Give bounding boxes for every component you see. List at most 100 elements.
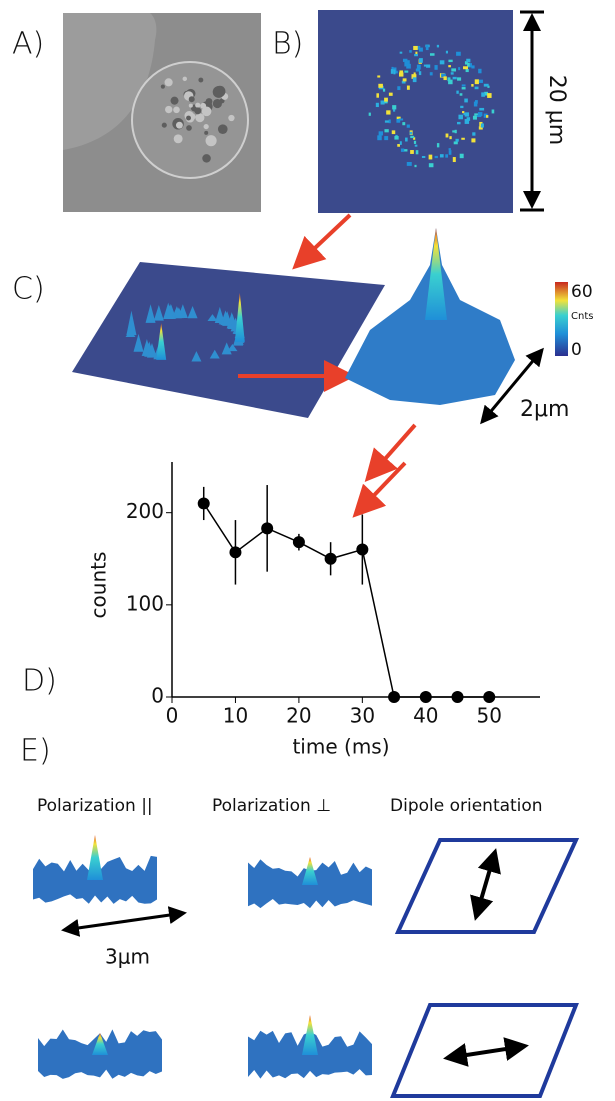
spot xyxy=(390,69,394,74)
texture xyxy=(188,103,193,108)
spot xyxy=(462,111,465,114)
spot xyxy=(471,84,474,87)
spot xyxy=(452,76,457,80)
spot xyxy=(439,154,444,158)
surface xyxy=(72,262,385,418)
marker xyxy=(197,497,210,510)
spot xyxy=(445,133,449,138)
spot xyxy=(406,63,411,69)
spot xyxy=(443,76,447,81)
scale-label: 20 μm xyxy=(544,75,569,145)
spot xyxy=(416,45,421,50)
peak xyxy=(87,835,103,880)
spot xyxy=(458,114,463,120)
spot xyxy=(464,112,470,117)
spot xyxy=(376,93,379,98)
texture xyxy=(175,121,183,129)
marker xyxy=(229,546,242,559)
spot xyxy=(384,120,389,123)
spot xyxy=(458,67,461,71)
spot xyxy=(448,65,451,68)
texture xyxy=(186,115,191,121)
spot xyxy=(479,121,483,127)
texture xyxy=(160,84,165,89)
spot xyxy=(415,150,419,155)
spot xyxy=(487,93,492,98)
x-tick-label: 40 xyxy=(413,704,438,728)
spot xyxy=(410,135,415,139)
spot xyxy=(391,66,394,72)
peak xyxy=(209,349,220,359)
spot xyxy=(453,141,458,145)
spot xyxy=(454,129,457,134)
spot xyxy=(467,63,472,68)
peak xyxy=(207,314,218,321)
spot xyxy=(478,68,482,74)
spot xyxy=(448,59,453,63)
spot xyxy=(451,68,457,72)
spot xyxy=(474,86,479,90)
spot xyxy=(429,53,435,56)
spot xyxy=(393,70,398,74)
colorbar-label: Cnts xyxy=(571,311,593,322)
spot xyxy=(377,75,381,78)
spot xyxy=(464,98,468,103)
spot xyxy=(445,154,449,158)
texture xyxy=(188,96,195,103)
spot xyxy=(384,136,389,141)
peak xyxy=(145,304,156,323)
y-tick-label: 0 xyxy=(151,684,164,708)
spot xyxy=(415,51,418,55)
spot xyxy=(474,113,478,116)
texture xyxy=(200,102,207,109)
spot xyxy=(478,126,483,130)
surfaces xyxy=(33,835,372,1079)
spot xyxy=(394,136,399,140)
spot xyxy=(375,102,379,108)
spot xyxy=(396,116,401,121)
peak xyxy=(191,351,202,362)
data-line xyxy=(203,503,490,698)
chart: 0 10 20 30 40 50 0 100 200 time (ms) counts xyxy=(87,462,540,759)
y-tick-label: 100 xyxy=(126,591,164,615)
spot xyxy=(464,61,468,65)
marker xyxy=(419,691,432,703)
panel-label: D) xyxy=(22,664,57,699)
spot xyxy=(460,105,464,109)
marker xyxy=(261,522,274,535)
colorbar-label: 0 xyxy=(571,340,582,360)
spot xyxy=(393,69,396,75)
x-tick-label: 10 xyxy=(223,704,248,728)
spot xyxy=(388,119,391,124)
spot xyxy=(404,70,409,73)
column-title: Polarization ⊥ xyxy=(212,796,331,816)
texture xyxy=(204,130,209,135)
texture xyxy=(173,106,180,114)
spot xyxy=(410,150,414,154)
spot xyxy=(406,124,410,128)
dipole-arrow xyxy=(470,848,501,921)
colorbar-label: 60 xyxy=(571,282,593,302)
spot xyxy=(391,67,397,72)
spot xyxy=(465,69,469,73)
texture xyxy=(195,102,201,108)
spot xyxy=(436,44,440,48)
texture xyxy=(170,96,179,105)
peak xyxy=(173,307,184,319)
column-title: Dipole orientation xyxy=(390,796,543,816)
spot xyxy=(412,77,417,83)
y-tick-label: 200 xyxy=(126,499,164,523)
cell xyxy=(63,13,157,150)
peak xyxy=(302,857,318,885)
surface-peaks xyxy=(125,292,245,362)
spot xyxy=(418,71,422,76)
spot xyxy=(472,132,476,136)
y-axis-label: counts xyxy=(87,552,111,619)
panel-label: C) xyxy=(12,272,45,307)
spot xyxy=(413,137,416,140)
arrow xyxy=(364,423,417,482)
marker xyxy=(483,691,496,703)
spot xyxy=(461,84,466,87)
